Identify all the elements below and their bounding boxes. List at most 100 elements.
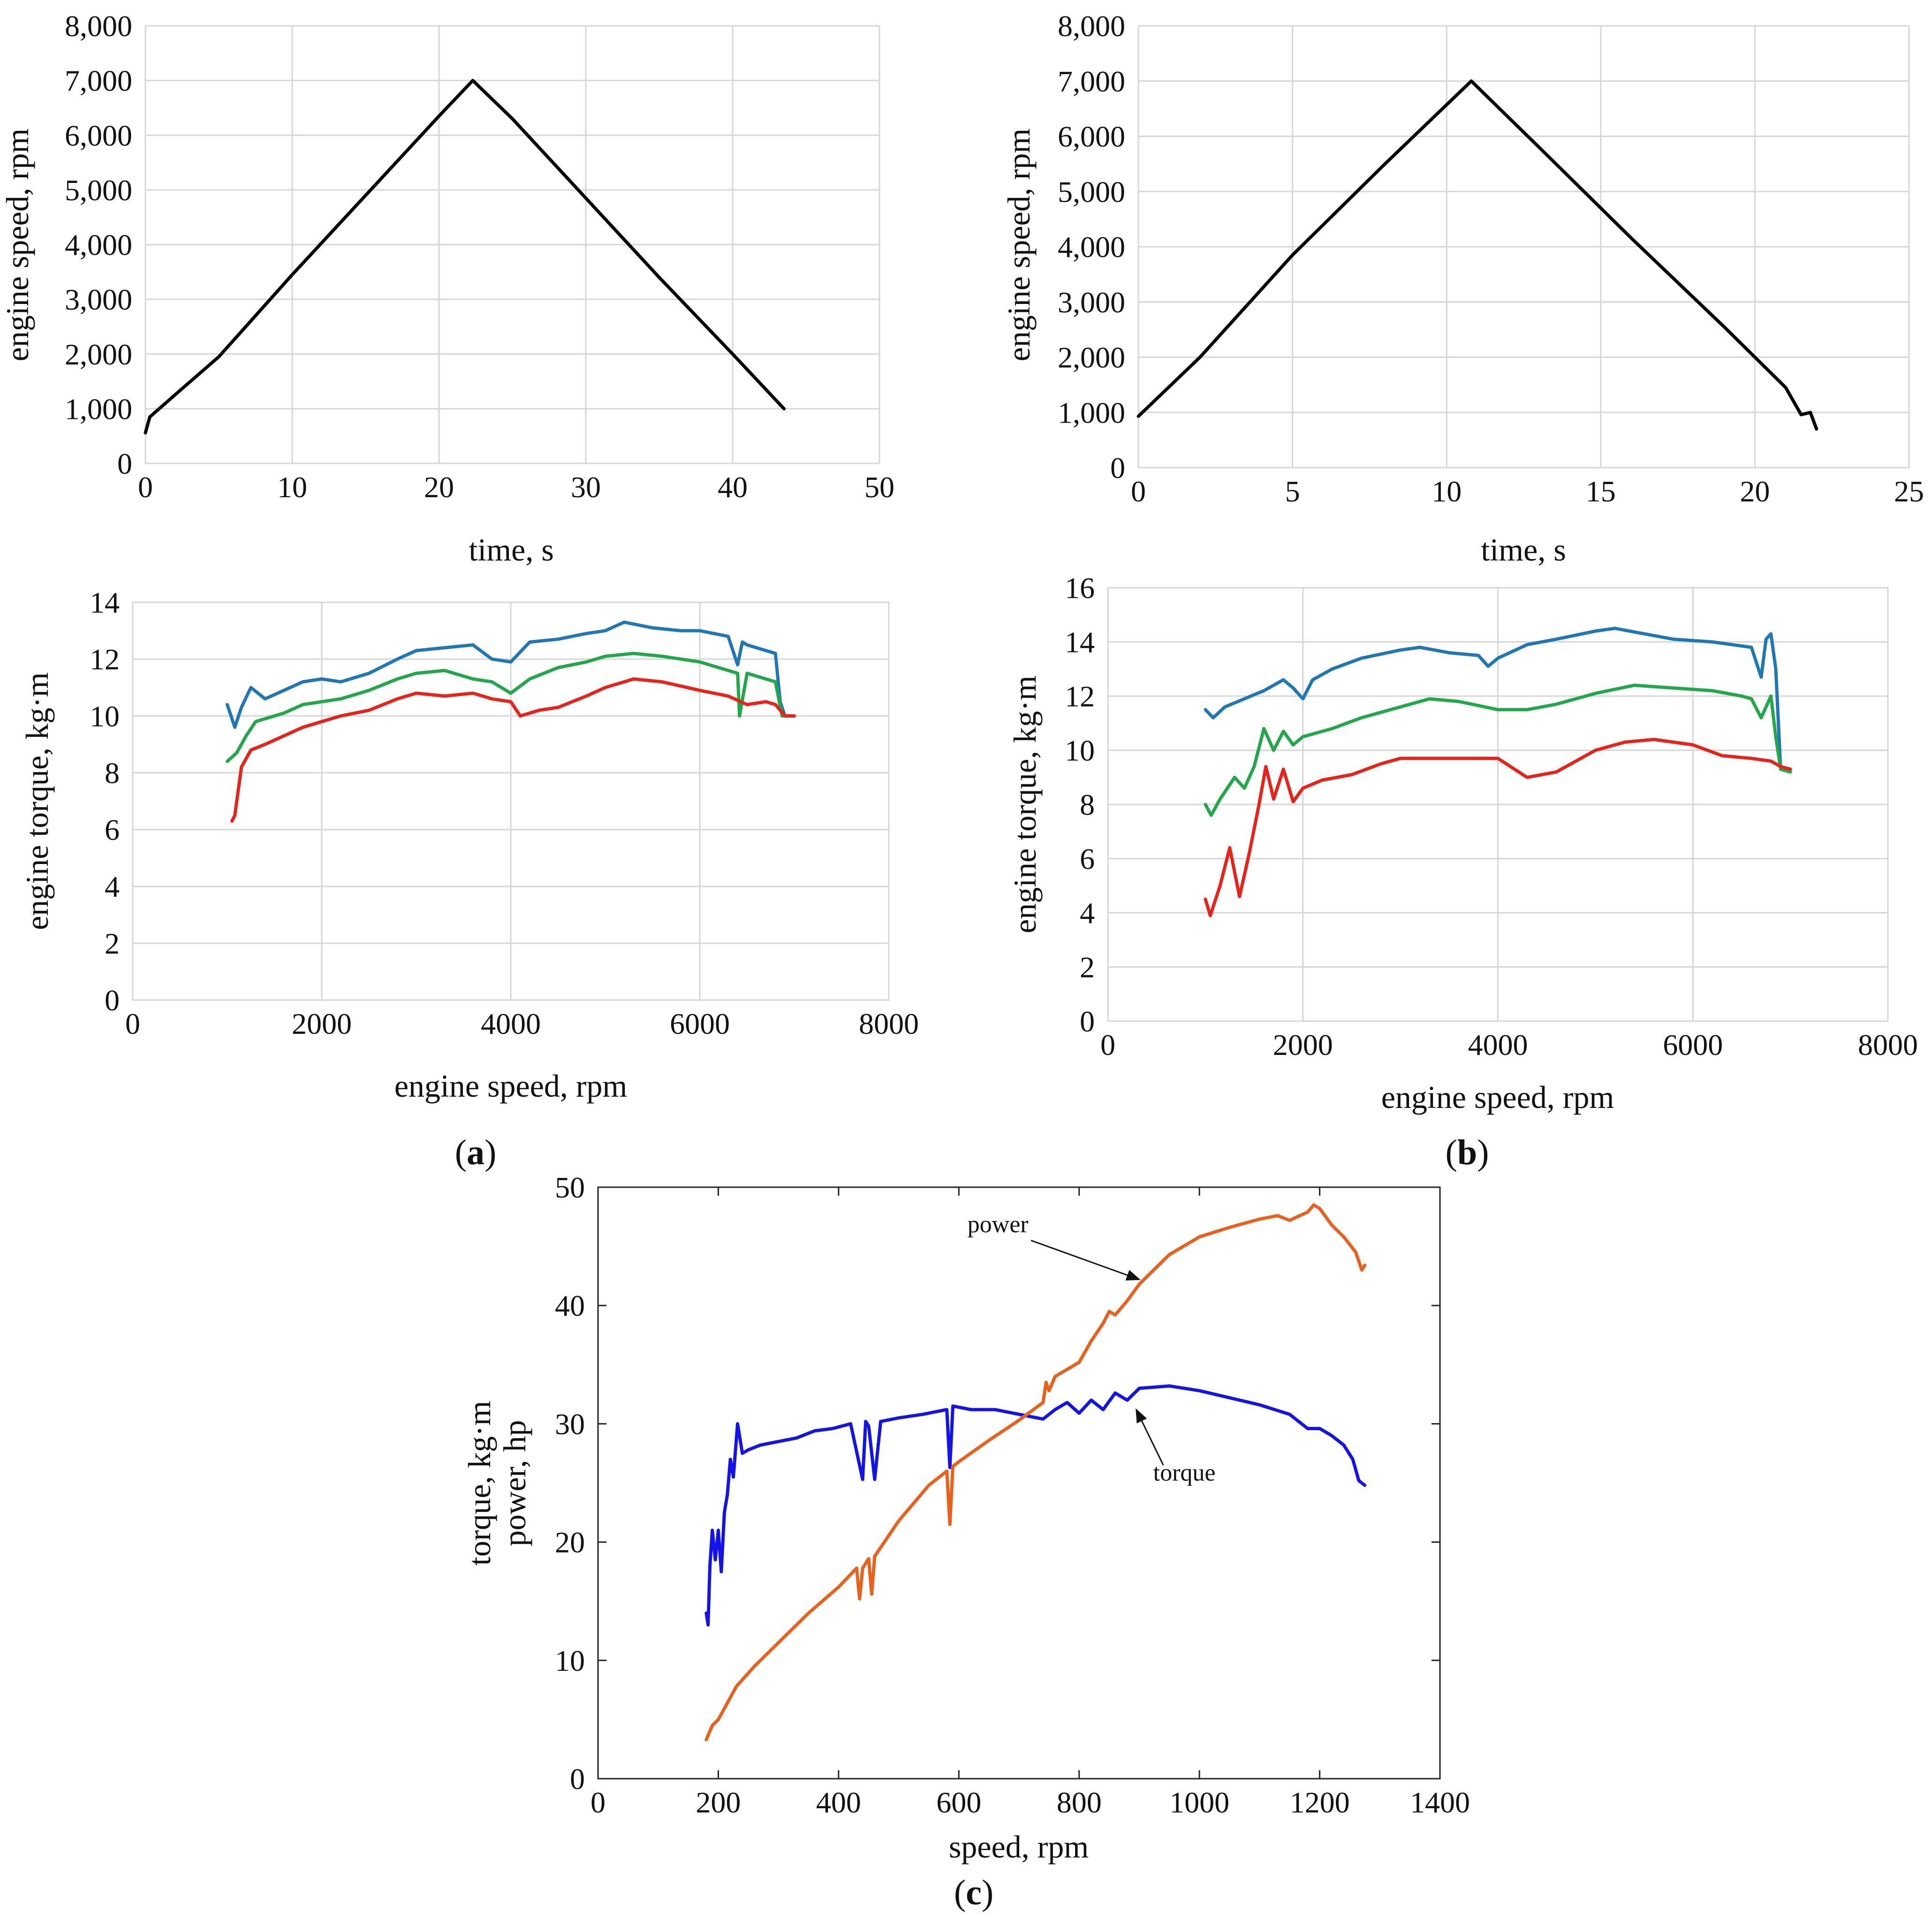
y-tick-label: 5,000: [65, 174, 132, 207]
x-tick-label: 15: [1586, 475, 1616, 508]
y-tick-label: 4: [105, 870, 120, 903]
y-tick-label: 50: [555, 1171, 585, 1204]
x-tick-label: 30: [571, 470, 601, 504]
y-tick-label: 14: [90, 586, 120, 619]
series-line-middle: [226, 652, 796, 763]
x-tick-label: 50: [864, 470, 894, 504]
y-axis-label: engine torque, kg·m: [1007, 675, 1043, 933]
chart-c-torque-power-vs-speed: 0 200 400 600 800 1000 1200 1400 0 10 20 30 40 50 spee…: [462, 1171, 1470, 1865]
y-axis-label: engine speed, rpm: [1001, 129, 1037, 362]
x-tick-label: 5: [1285, 475, 1300, 508]
x-tick-label: 20: [424, 470, 454, 504]
x-tick-label: 200: [696, 1786, 741, 1819]
series-line-power: [705, 1203, 1367, 1742]
y-tick-label: 10: [555, 1644, 585, 1677]
y-tick-label: 10: [90, 699, 120, 733]
y-tick-label: 4,000: [1058, 230, 1125, 264]
y-tick-label: 8: [1080, 788, 1095, 821]
y-tick-label: 1,000: [1058, 396, 1125, 429]
series-line-lower: [230, 677, 796, 823]
y-tick-label: 1,000: [65, 392, 132, 425]
x-tick-label: 2000: [292, 1007, 352, 1040]
y-axis-label: engine torque, kg·m: [19, 672, 55, 930]
series-line-engine-speed: [1136, 79, 1818, 431]
y-tick-label: 4: [1080, 896, 1095, 930]
x-tick-label: 6000: [670, 1007, 730, 1040]
y-tick-label: 20: [555, 1526, 585, 1559]
y-tick-label: 7,000: [1058, 65, 1125, 98]
y-tick-label: 12: [1065, 680, 1095, 713]
y-tick-label: 3,000: [65, 283, 132, 316]
y-tick-label: 7,000: [65, 64, 132, 98]
x-tick-label: 0: [1100, 1028, 1115, 1061]
x-axis-label: engine speed, rpm: [394, 1068, 628, 1104]
chart-a-engine-speed-vs-time: 0 10 20 30 40 50 0 1,000 2,000 3,000 4,000 5,000 6,0…: [0, 9, 894, 568]
y-tick-label: 6,000: [65, 119, 132, 152]
x-tick-label: 4000: [481, 1007, 541, 1040]
x-tick-label: 4000: [1468, 1028, 1528, 1061]
x-axis-label: time, s: [469, 532, 553, 568]
y-tick-label: 5,000: [1058, 175, 1125, 208]
annotation-power: power: [968, 1211, 1029, 1238]
y-tick-label: 12: [90, 643, 120, 676]
y-tick-label: 6: [1080, 842, 1095, 876]
series-line-engine-speed: [144, 79, 786, 435]
y-tick-label: 8,000: [65, 9, 132, 43]
y-axis-label-torque: torque, kg·m: [462, 1401, 497, 1565]
x-tick-label: 2000: [1273, 1028, 1333, 1061]
x-tick-label: 20: [1740, 475, 1770, 508]
y-axis-label-power: power, hp: [497, 1420, 532, 1546]
x-tick-label: 10: [277, 470, 307, 504]
chart-a-engine-torque-vs-speed: 0 2000 4000 6000 8000 0 2 4 6 8 10 12 14 engine speed…: [19, 586, 919, 1104]
x-tick-label: 400: [816, 1786, 861, 1819]
x-tick-label: 1400: [1410, 1786, 1470, 1819]
x-tick-label: 1200: [1290, 1786, 1350, 1819]
y-tick-label: 4,000: [65, 228, 132, 262]
series-line-upper: [226, 620, 796, 729]
y-tick-label: 0: [117, 447, 132, 480]
x-axis-label: speed, rpm: [949, 1829, 1089, 1865]
subfigure-label-c: (c): [954, 1873, 993, 1912]
y-tick-label: 0: [105, 984, 120, 1017]
x-tick-label: 0: [138, 470, 153, 504]
x-tick-label: 25: [1894, 475, 1924, 508]
y-tick-label: 0: [1080, 1005, 1095, 1038]
annotation-arrow-torque: [1136, 1408, 1164, 1466]
y-tick-label: 3,000: [1058, 286, 1125, 319]
y-tick-label: 40: [555, 1289, 585, 1322]
y-tick-label: 2: [105, 927, 120, 960]
y-tick-label: 10: [1065, 734, 1095, 767]
y-tick-label: 2: [1080, 951, 1095, 984]
subfigure-label-a: (a): [455, 1133, 497, 1172]
x-tick-label: 800: [1057, 1786, 1102, 1819]
y-tick-label: 8: [105, 756, 120, 789]
series-line-middle: [1204, 683, 1792, 817]
y-tick-label: 14: [1065, 626, 1095, 659]
y-tick-label: 8,000: [1058, 9, 1125, 43]
series-line-upper: [1204, 627, 1792, 774]
subfigure-label-b: (b): [1446, 1133, 1489, 1172]
annotation-torque: torque: [1153, 1459, 1216, 1486]
y-tick-label: 16: [1065, 571, 1095, 605]
y-tick-label: 0: [570, 1762, 585, 1796]
x-tick-label: 1000: [1169, 1786, 1229, 1819]
x-tick-label: 0: [1131, 475, 1146, 508]
y-tick-label: 2,000: [65, 338, 132, 371]
series-line-lower: [1204, 737, 1792, 917]
x-tick-label: 10: [1432, 475, 1462, 508]
chart-b-engine-speed-vs-time: 0 5 10 15 20 25 0 1,000 2,000 3,000 4,000 5,000 6,00…: [1001, 9, 1924, 568]
plot-frame: [132, 601, 890, 1001]
y-tick-label: 2,000: [1058, 341, 1125, 374]
y-axis-label: engine speed, rpm: [0, 129, 35, 362]
y-tick-label: 6: [105, 813, 120, 847]
x-tick-label: 0: [591, 1786, 606, 1819]
y-tick-label: 0: [1110, 451, 1125, 485]
x-tick-label: 40: [718, 470, 748, 504]
annotation-arrow-power: [1030, 1240, 1141, 1281]
plot-frame: [597, 1186, 1441, 1780]
x-tick-label: 600: [936, 1786, 981, 1819]
y-tick-label: 30: [555, 1407, 585, 1440]
x-axis-label: time, s: [1481, 532, 1566, 568]
plot-frame: [1107, 587, 1889, 1022]
